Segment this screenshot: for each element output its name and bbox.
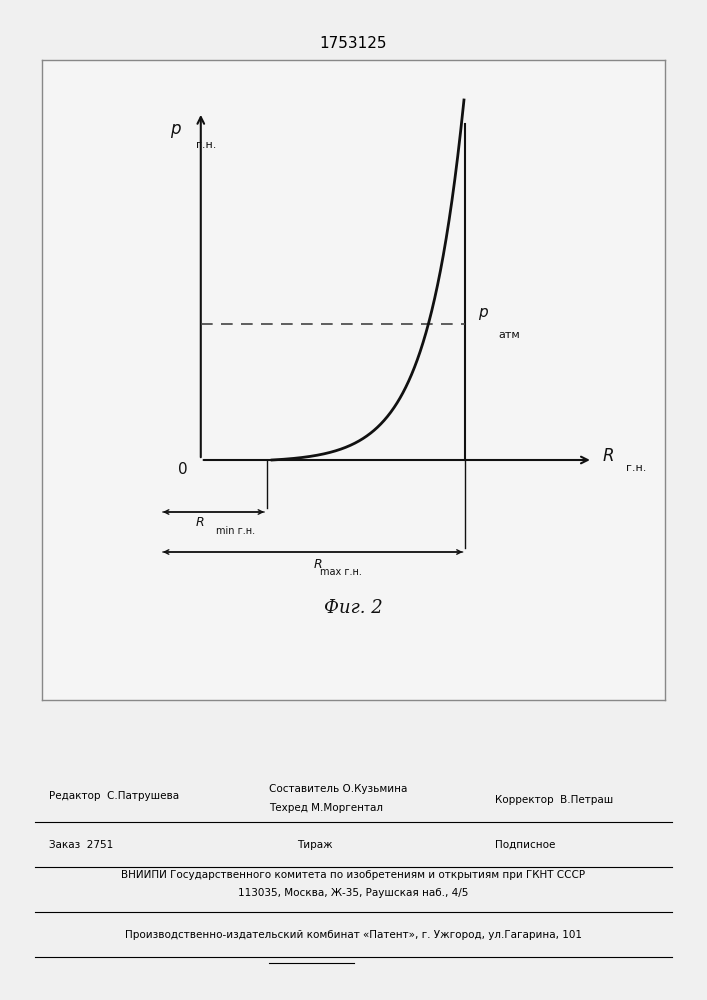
Text: min г.н.: min г.н.	[216, 526, 255, 536]
Text: г.н.: г.н.	[196, 140, 216, 150]
Text: R: R	[314, 558, 322, 571]
Text: Редактор  С.Патрушева: Редактор С.Патрушева	[49, 791, 180, 801]
Text: Корректор  В.Петраш: Корректор В.Петраш	[495, 795, 613, 805]
Text: 1753125: 1753125	[320, 35, 387, 50]
Text: R: R	[196, 516, 204, 529]
Text: г.н.: г.н.	[626, 463, 646, 473]
Text: p: p	[478, 305, 488, 320]
Text: ВНИИПИ Государственного комитета по изобретениям и открытиям при ГКНТ СССР: ВНИИПИ Государственного комитета по изоб…	[122, 870, 585, 880]
Text: Тираж: Тираж	[297, 840, 332, 850]
Text: 113035, Москва, Ж-35, Раушская наб., 4/5: 113035, Москва, Ж-35, Раушская наб., 4/5	[238, 888, 469, 898]
Text: Фиг. 2: Фиг. 2	[324, 599, 383, 617]
Text: p: p	[170, 120, 180, 138]
Text: Техред М.Моргентал: Техред М.Моргентал	[269, 803, 382, 813]
Text: атм: атм	[498, 330, 520, 340]
Text: Подписное: Подписное	[495, 840, 555, 850]
Text: Заказ  2751: Заказ 2751	[49, 840, 114, 850]
Text: 0: 0	[178, 462, 188, 477]
Text: R: R	[603, 447, 614, 465]
Text: Производственно-издательский комбинат «Патент», г. Ужгород, ул.Гагарина, 101: Производственно-издательский комбинат «П…	[125, 930, 582, 940]
Text: max г.н.: max г.н.	[320, 567, 362, 577]
Text: Составитель О.Кузьмина: Составитель О.Кузьмина	[269, 784, 407, 794]
